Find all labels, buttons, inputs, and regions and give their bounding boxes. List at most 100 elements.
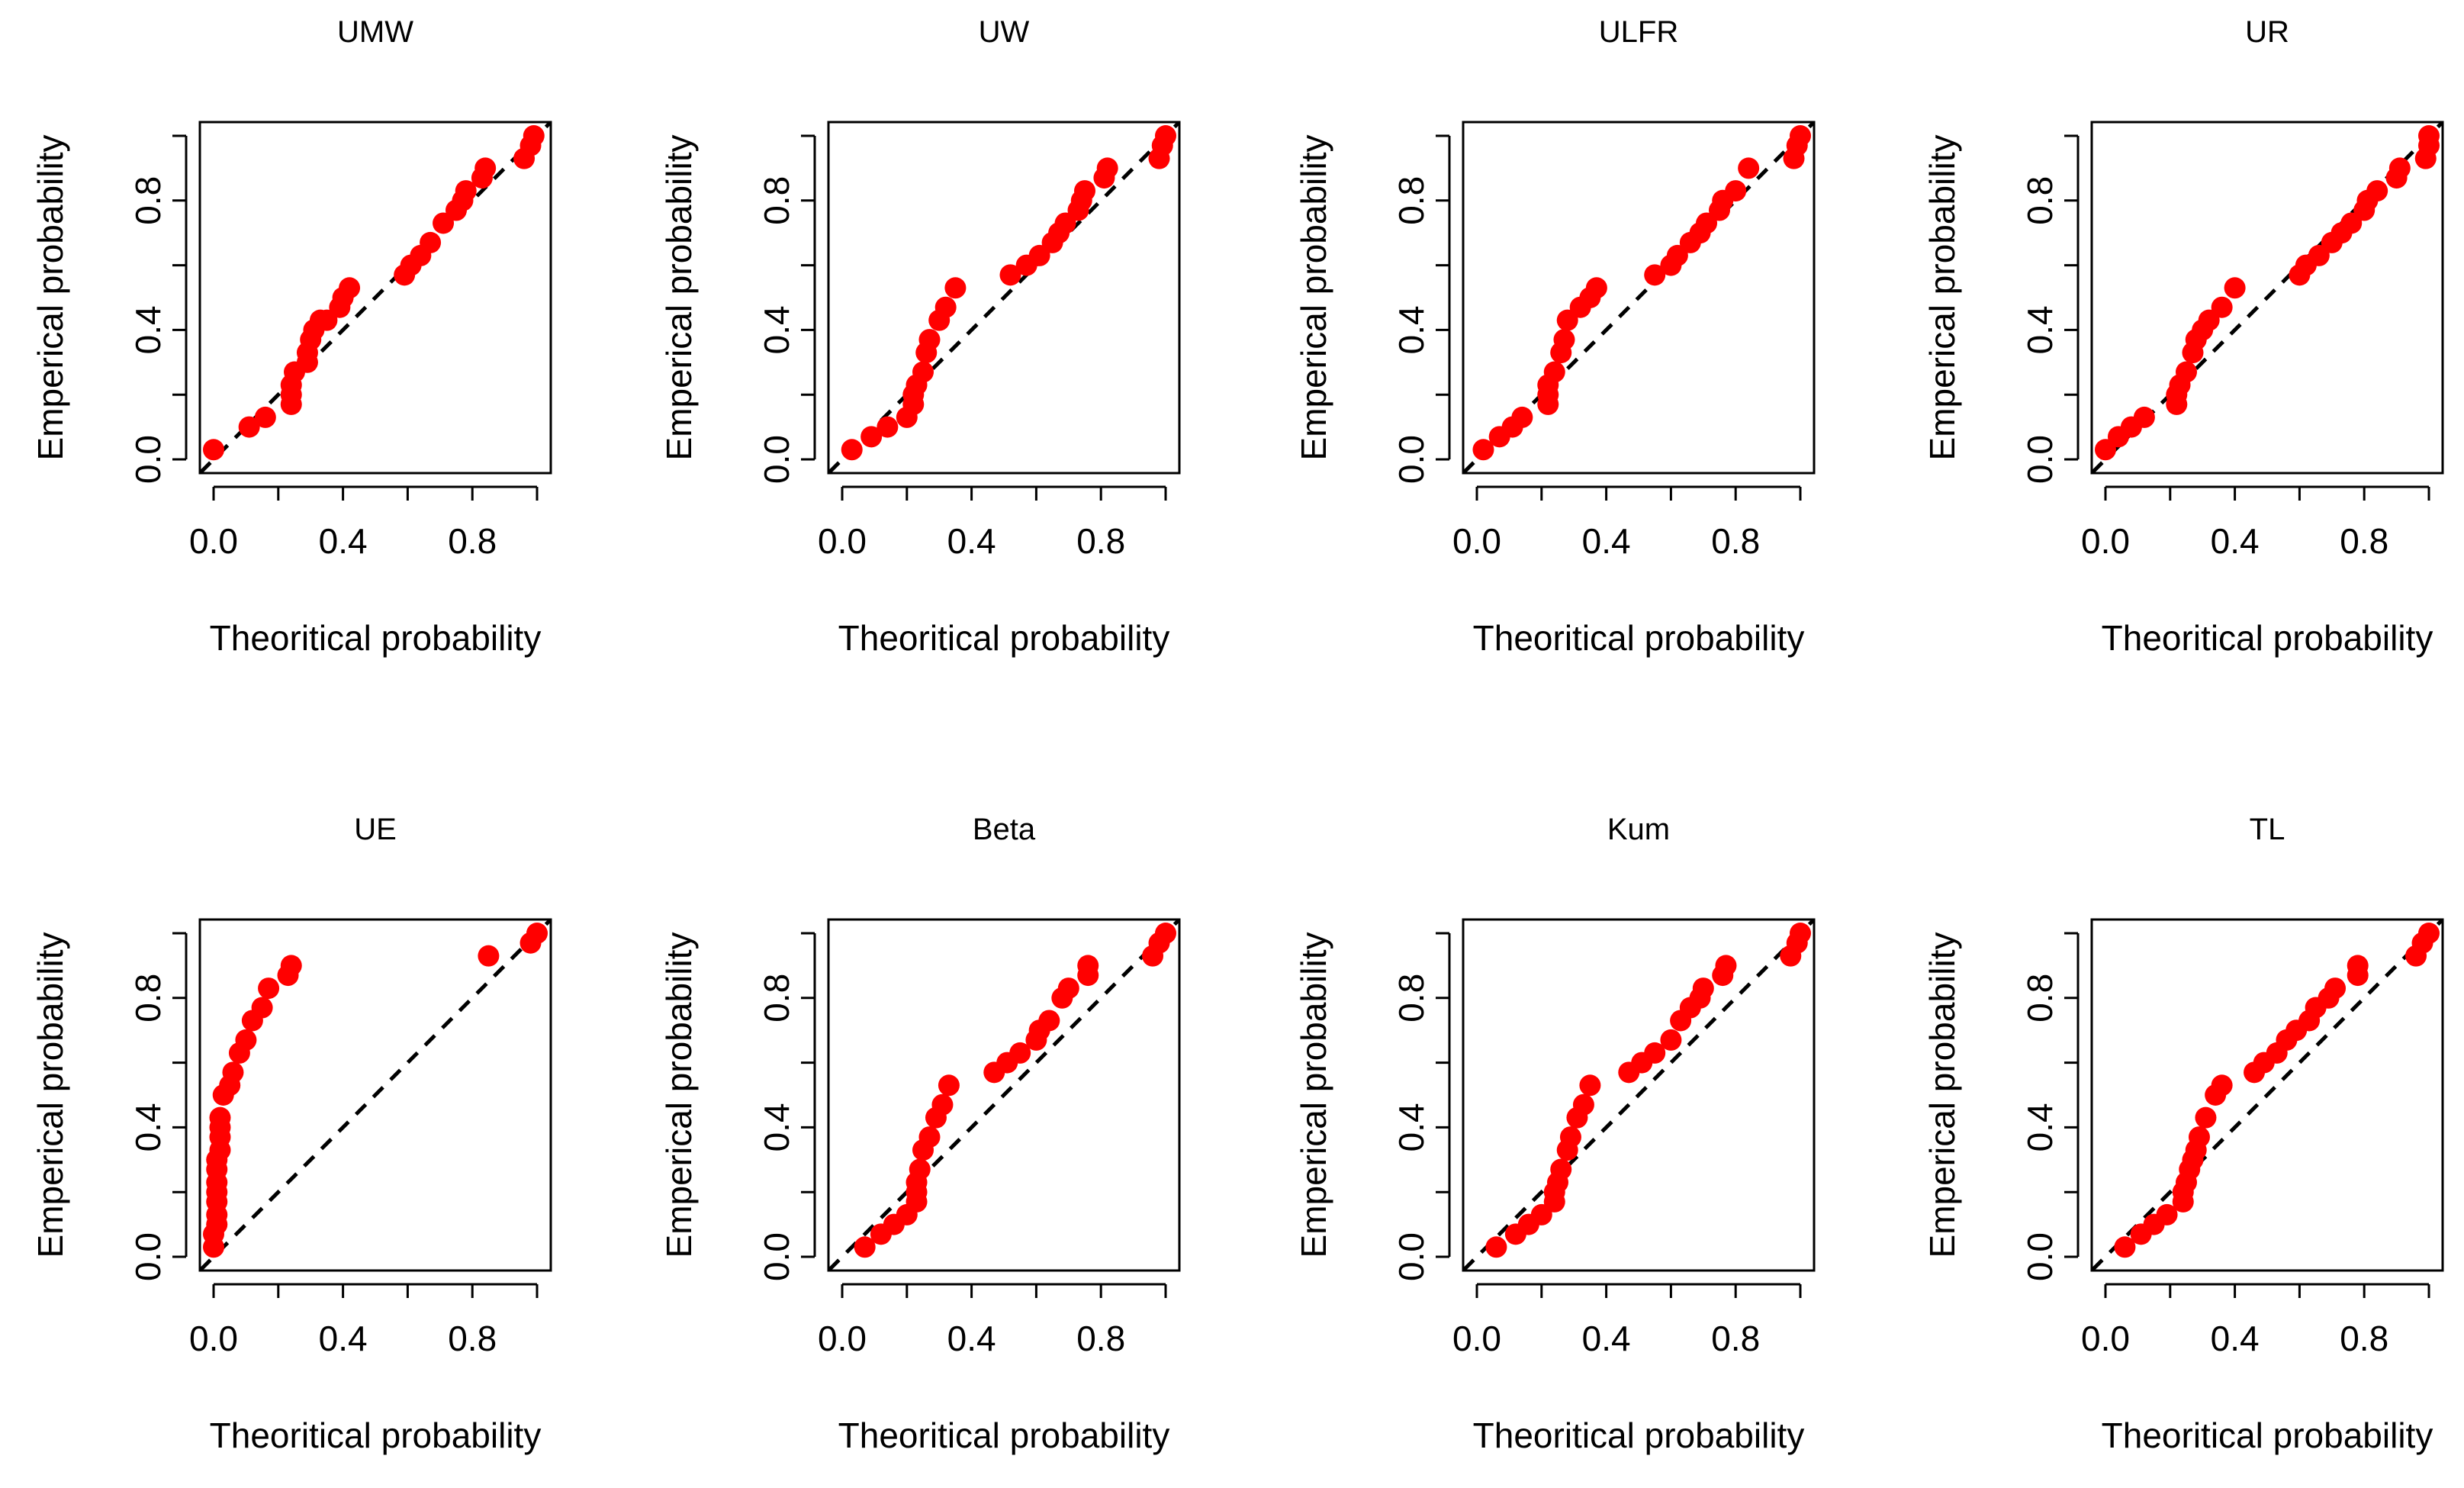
plot-frame-ur xyxy=(2090,121,2444,475)
x-tick-label-uw: 0.8 xyxy=(1076,521,1125,561)
data-point-ue xyxy=(478,945,500,967)
data-point-ue xyxy=(280,955,302,977)
y-tick-label-ur: 0.8 xyxy=(2020,176,2060,225)
data-point-ulfr xyxy=(1696,212,1718,234)
data-point-uw xyxy=(1096,157,1118,179)
panel-title-uw: UW xyxy=(979,15,1030,49)
x-tick-label-kum: 0.4 xyxy=(1582,1319,1631,1358)
y-tick-label-ue: 0.8 xyxy=(128,974,168,1023)
panel-uw: UW 0.0 0.4 0.8 0.0 0.4 0.8 Theoritical probabil… xyxy=(659,15,1181,658)
plot-area-ulfr xyxy=(1463,122,1814,473)
y-tick-label-ue: 0.4 xyxy=(128,1103,168,1151)
y-tick-label-umw: 0.8 xyxy=(128,176,168,225)
y-tick-label-umw: 0.0 xyxy=(128,435,168,484)
data-point-beta xyxy=(931,1093,954,1116)
reference-line-ue xyxy=(200,920,551,1271)
data-point-umw xyxy=(474,157,497,179)
data-point-uw xyxy=(1155,125,1176,147)
panel-umw: UMW 0.0 0.4 0.8 0.0 0.4 0.8 Theoritical probabi… xyxy=(31,15,552,658)
data-point-ur xyxy=(2366,180,2388,202)
y-tick-label-ulfr: 0.0 xyxy=(1391,435,1431,484)
panel-title-ulfr: ULFR xyxy=(1599,15,1678,49)
data-point-uw xyxy=(934,296,957,318)
data-point-tl xyxy=(2418,923,2440,944)
plot-area-ue xyxy=(200,920,551,1271)
plot-area-beta xyxy=(828,920,1179,1271)
plot-frame-umw xyxy=(198,121,552,475)
data-point-ulfr xyxy=(1666,244,1688,266)
data-point-ulfr xyxy=(1585,277,1607,299)
data-point-tl xyxy=(2156,1203,2178,1226)
data-point-ulfr xyxy=(1725,180,1747,202)
y-tick-label-tl: 0.0 xyxy=(2020,1232,2060,1281)
data-point-ue xyxy=(209,1106,231,1129)
x-tick-label-ur: 0.0 xyxy=(2081,521,2130,561)
panel-ulfr: ULFR 0.0 0.4 0.8 0.0 0.4 0.8 Theoritical probab… xyxy=(1294,15,1816,658)
data-point-umw xyxy=(420,231,442,253)
y-tick-label-beta: 0.0 xyxy=(757,1232,796,1281)
plot-frame-ulfr xyxy=(1462,121,1816,475)
x-tick-label-ulfr: 0.0 xyxy=(1452,521,1501,561)
data-point-ulfr xyxy=(1511,406,1533,428)
y-tick-label-ulfr: 0.8 xyxy=(1391,176,1431,225)
x-tick-label-ue: 0.0 xyxy=(189,1319,238,1358)
data-point-beta xyxy=(938,1074,960,1097)
plot-area-uw xyxy=(828,122,1179,473)
data-point-kum xyxy=(1530,1203,1552,1226)
y-tick-label-beta: 0.8 xyxy=(757,974,796,1023)
data-point-tl xyxy=(2324,978,2347,1000)
data-point-tl xyxy=(2114,1236,2136,1258)
x-tick-label-beta: 0.8 xyxy=(1076,1319,1125,1358)
y-tick-label-ue: 0.0 xyxy=(128,1232,168,1281)
data-point-ulfr xyxy=(1472,439,1494,461)
data-point-uw xyxy=(944,277,967,299)
x-tick-label-ulfr: 0.8 xyxy=(1711,521,1760,561)
plot-frame-ue xyxy=(198,918,552,1272)
reference-line-umw xyxy=(200,122,551,473)
x-tick-label-ur: 0.4 xyxy=(2211,521,2260,561)
data-point-ue xyxy=(222,1061,244,1084)
data-point-beta xyxy=(1155,923,1176,944)
y-tick-label-beta: 0.4 xyxy=(757,1103,796,1151)
reference-line-ur xyxy=(2092,122,2443,473)
y-tick-label-ur: 0.4 xyxy=(2020,305,2060,354)
y-tick-label-uw: 0.0 xyxy=(757,435,796,484)
data-point-uw xyxy=(1054,212,1076,234)
x-tick-label-beta: 0.0 xyxy=(818,1319,867,1358)
data-point-kum xyxy=(1660,1029,1682,1051)
x-tick-label-tl: 0.8 xyxy=(2340,1319,2388,1358)
y-tick-label-uw: 0.4 xyxy=(757,305,796,354)
plot-area-tl xyxy=(2092,920,2443,1271)
y-tick-label-ulfr: 0.4 xyxy=(1391,305,1431,354)
y-tick-label-kum: 0.4 xyxy=(1391,1103,1431,1151)
data-point-ur xyxy=(2388,157,2411,179)
data-point-ur xyxy=(2176,361,2197,383)
data-point-umw xyxy=(254,406,276,428)
x-tick-label-umw: 0.0 xyxy=(189,521,238,561)
data-point-ur xyxy=(2211,296,2233,318)
data-point-ulfr xyxy=(1543,361,1565,383)
data-point-beta xyxy=(1038,1010,1060,1032)
y-tick-label-umw: 0.4 xyxy=(128,305,168,354)
data-point-uw xyxy=(860,426,883,448)
data-point-ur xyxy=(2418,125,2440,147)
data-point-tl xyxy=(2211,1074,2233,1097)
data-point-umw xyxy=(316,309,338,331)
data-point-ur xyxy=(2340,212,2363,234)
y-tick-label-kum: 0.8 xyxy=(1391,974,1431,1023)
data-point-uw xyxy=(918,329,941,351)
panel-ue: UE 0.0 0.4 0.8 0.0 0.4 0.8 Theoritical probabil… xyxy=(31,813,552,1455)
reference-line-beta xyxy=(828,920,1179,1271)
data-point-ur xyxy=(2224,277,2246,299)
data-point-uw xyxy=(1028,244,1050,266)
x-axis-label-ulfr: Theoritical probability xyxy=(1473,618,1805,658)
x-tick-label-ulfr: 0.4 xyxy=(1582,521,1631,561)
data-point-kum xyxy=(1692,978,1714,1000)
data-point-ue xyxy=(258,978,280,1000)
y-tick-label-tl: 0.8 xyxy=(2020,974,2060,1023)
data-point-beta xyxy=(1077,955,1099,977)
panel-beta: Beta 0.0 0.4 0.8 0.0 0.4 0.8 Theoritical probab… xyxy=(659,813,1181,1455)
data-point-kum xyxy=(1550,1158,1572,1180)
panel-title-tl: TL xyxy=(2250,813,2285,846)
